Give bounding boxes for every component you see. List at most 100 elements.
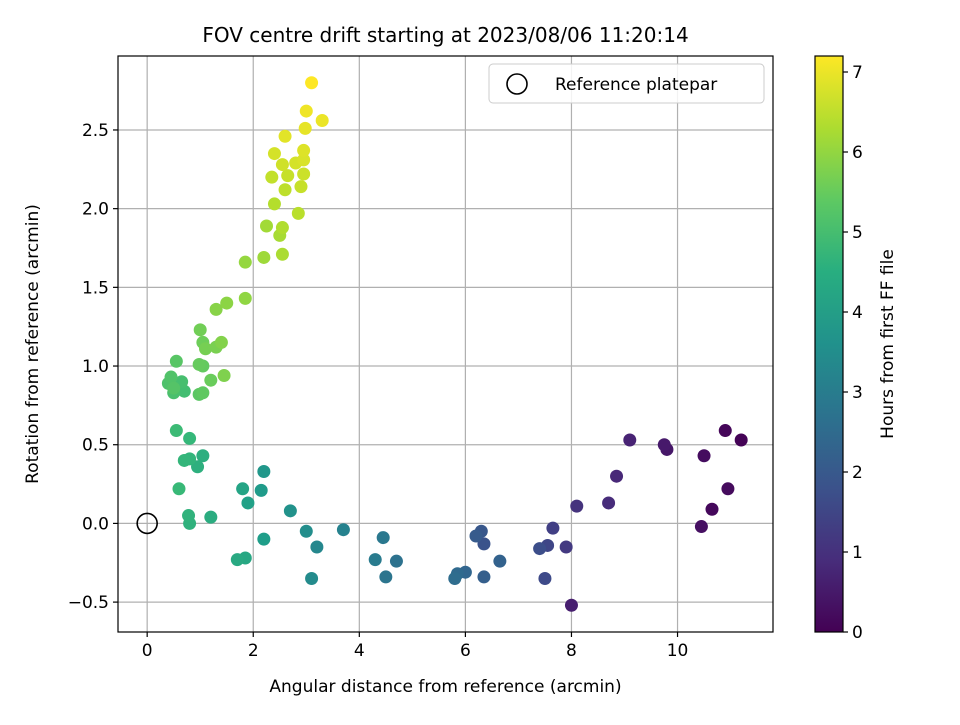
data-point	[257, 250, 271, 264]
colorbar-label: Hours from first FF file	[878, 249, 898, 439]
data-point	[291, 206, 305, 220]
data-point	[217, 368, 231, 382]
data-point	[214, 335, 228, 349]
y-axis-ticks: −0.5 0.0 0.5 1.0 1.5 2.0 2.5	[68, 121, 118, 613]
y-tick-label: 2.0	[82, 200, 109, 220]
data-point	[196, 386, 210, 400]
colorbar: 0 1 2 3 4 5 6 7 Hours from first FF file	[814, 55, 898, 643]
data-point	[718, 424, 732, 438]
data-point	[265, 170, 279, 184]
data-point	[559, 540, 573, 554]
data-point	[172, 482, 186, 496]
data-point	[275, 221, 289, 235]
data-point	[204, 510, 218, 524]
data-point	[260, 219, 274, 233]
data-point	[294, 180, 308, 194]
y-tick-label: 0.5	[82, 436, 109, 456]
data-point	[254, 483, 268, 497]
data-point	[297, 167, 311, 181]
data-point	[278, 183, 292, 197]
data-point	[299, 104, 313, 118]
data-point	[204, 373, 218, 387]
data-point	[177, 453, 191, 467]
data-point	[734, 433, 748, 447]
data-point	[167, 381, 181, 395]
data-point	[448, 571, 462, 585]
data-point	[297, 153, 311, 167]
x-axis-label: Angular distance from reference (arcmin)	[269, 677, 621, 697]
y-tick-label: −0.5	[68, 593, 109, 613]
colorbar-tick-label: 4	[852, 303, 863, 323]
data-point	[610, 469, 624, 483]
data-point	[657, 438, 671, 452]
y-tick-label: 1.5	[82, 278, 109, 298]
plot-frame	[117, 55, 774, 633]
data-point	[199, 342, 213, 356]
x-tick-label: 8	[566, 641, 577, 661]
data-point	[230, 553, 244, 567]
data-point	[297, 143, 311, 157]
data-point	[283, 504, 297, 518]
data-point	[192, 357, 206, 371]
data-point	[196, 449, 210, 463]
colorbar-tick-label: 0	[852, 623, 863, 643]
chart-title: FOV centre drift starting at 2023/08/06 …	[202, 23, 688, 47]
data-point	[477, 537, 491, 551]
data-point	[533, 542, 547, 556]
x-axis-ticks: 0 2 4 6 8 10	[142, 632, 689, 661]
data-point	[278, 129, 292, 143]
data-point	[281, 169, 295, 183]
data-point	[220, 296, 234, 310]
data-point	[538, 571, 552, 585]
y-tick-label: 0.0	[82, 514, 109, 534]
legend-label: Reference platepar	[555, 75, 717, 95]
data-point	[336, 523, 350, 537]
data-point	[546, 521, 560, 535]
data-point	[623, 433, 637, 447]
data-point	[379, 570, 393, 584]
data-point	[236, 482, 250, 496]
data-point	[182, 509, 196, 523]
colorbar-tick-label: 7	[852, 63, 863, 83]
data-point	[267, 147, 281, 161]
data-point	[164, 370, 178, 384]
colorbar-tick-label: 6	[852, 143, 863, 163]
data-point	[305, 571, 319, 585]
data-point	[310, 540, 324, 554]
data-point	[298, 121, 312, 135]
data-point	[209, 302, 223, 316]
colorbar-ticks: 0 1 2 3 4 5 6 7	[843, 63, 863, 643]
data-point	[257, 532, 271, 546]
data-point	[299, 524, 313, 538]
data-point	[257, 464, 271, 478]
data-points	[161, 76, 748, 612]
data-point	[183, 431, 197, 445]
legend-box	[488, 63, 765, 104]
data-point	[570, 499, 584, 513]
data-point	[267, 197, 281, 211]
data-point	[694, 520, 708, 534]
x-tick-label: 2	[248, 641, 259, 661]
y-axis-label: Rotation from reference (arcmin)	[23, 204, 43, 484]
x-tick-label: 6	[460, 641, 471, 661]
data-point	[469, 529, 483, 543]
data-point	[275, 158, 289, 172]
colorbar-tick-label: 2	[852, 463, 863, 483]
reference-point-marker	[136, 512, 158, 535]
data-point	[721, 482, 735, 496]
colorbar-tick-label: 1	[852, 543, 863, 563]
data-point	[564, 598, 578, 612]
data-point	[193, 323, 207, 337]
x-tick-label: 10	[667, 641, 689, 661]
data-point	[493, 554, 507, 568]
data-point	[705, 502, 719, 516]
data-point	[238, 255, 252, 269]
colorbar-tick-label: 3	[852, 383, 863, 403]
data-point	[238, 291, 252, 305]
colorbar-gradient	[814, 55, 844, 633]
data-point	[368, 553, 382, 567]
data-point	[315, 114, 329, 128]
data-point	[305, 76, 319, 90]
data-point	[191, 460, 205, 474]
